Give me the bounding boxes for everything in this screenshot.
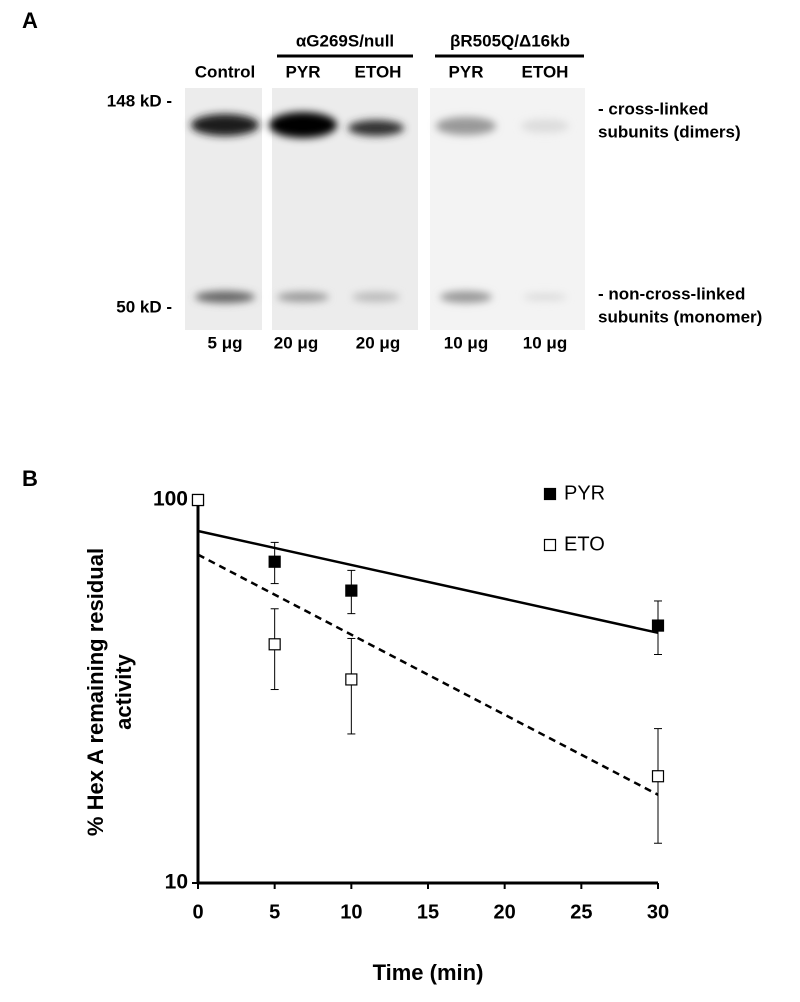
band-label: subunits (monomer) — [598, 307, 762, 326]
data-point — [651, 619, 665, 632]
lane-label: Control — [195, 62, 255, 81]
data-point — [345, 673, 358, 686]
x-tick-label: 0 — [192, 901, 203, 923]
panel-label: B — [22, 466, 38, 491]
data-point — [268, 638, 281, 651]
lane-label: ETOH — [522, 62, 569, 81]
band-label: - non-cross-linked — [598, 284, 745, 303]
band-label: - cross-linked — [598, 99, 709, 118]
data-point — [191, 493, 205, 507]
legend-marker — [543, 538, 557, 552]
x-tick-label: 30 — [647, 901, 669, 923]
blot — [185, 88, 585, 330]
y-axis-label: % Hex A remaining residual — [83, 548, 108, 836]
x-tick-label: 20 — [494, 901, 516, 923]
x-axis-label: Time (min) — [373, 960, 484, 985]
amount-label: 5 μg — [208, 333, 243, 352]
data-point — [651, 770, 665, 783]
amount-label: 20 μg — [274, 333, 318, 352]
x-tick-label: 15 — [417, 901, 439, 923]
band-label: subunits (dimers) — [598, 122, 741, 141]
y-tick-label: 10 — [165, 871, 188, 894]
lane-label: ETOH — [355, 62, 402, 81]
lane-label: PYR — [449, 62, 484, 81]
bands — [191, 112, 569, 303]
legend-label: PYR — [564, 482, 605, 504]
amount-label: 10 μg — [444, 333, 488, 352]
trendline — [197, 553, 659, 796]
y-tick-label: 100 — [153, 488, 188, 511]
amount-label: 10 μg — [523, 333, 567, 352]
group-header: αG269S/null — [296, 31, 394, 50]
group-header: βR505Q/Δ16kb — [450, 31, 570, 50]
x-tick-label: 5 — [269, 901, 280, 923]
legend-label: ETO — [564, 533, 605, 555]
marker-label: 50 kD - — [116, 297, 172, 316]
y-axis-label: activity — [111, 653, 136, 730]
data-point — [268, 555, 281, 568]
marker-label: 148 kD - — [107, 91, 172, 110]
x-tick-label: 10 — [340, 901, 362, 923]
legend-marker — [543, 487, 557, 501]
x-tick-label: 25 — [570, 901, 592, 923]
amount-label: 20 μg — [356, 333, 400, 352]
lane-label: PYR — [286, 62, 321, 81]
data-point — [345, 584, 358, 597]
panel-label: A — [22, 8, 38, 33]
